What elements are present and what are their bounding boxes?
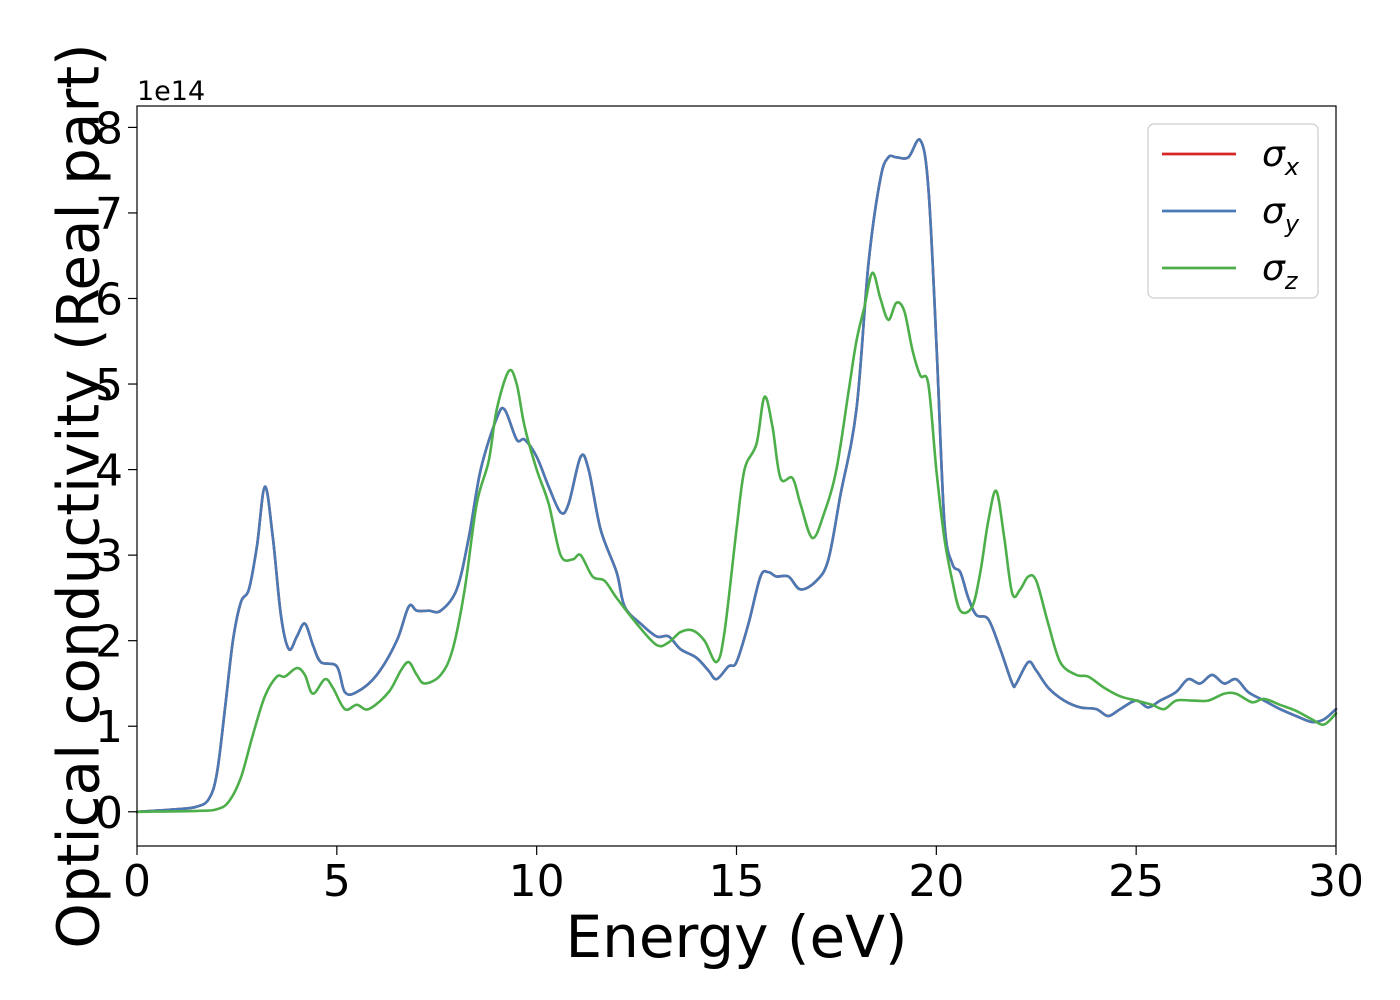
legend-symbol: σ	[1262, 248, 1286, 289]
x-tick-label: 15	[709, 856, 765, 907]
x-tick-label: 20	[908, 856, 964, 907]
y-tick-label: 3	[95, 531, 123, 582]
x-tick-label: 5	[323, 856, 351, 907]
y-tick-label: 4	[95, 446, 123, 497]
x-axis-label: Energy (eV)	[565, 903, 907, 971]
series-layer	[135, 138, 1338, 814]
series-line-y	[135, 138, 1338, 814]
y-tick-label: 1	[95, 702, 123, 753]
y-tick-label: 2	[95, 617, 123, 668]
legend-entry-z: σz	[1262, 248, 1299, 295]
legend-symbol: σ	[1262, 191, 1286, 232]
x-tick-label: 25	[1108, 856, 1164, 907]
legend-subscript: x	[1284, 153, 1300, 181]
x-tick-label: 0	[123, 856, 151, 907]
legend-symbol: σ	[1262, 134, 1286, 175]
y-tick-label: 5	[95, 360, 123, 411]
legend-subscript: y	[1284, 210, 1300, 238]
y-axis-label: Optical conductivity (Real part)	[44, 43, 112, 948]
x-tick-label: 10	[509, 856, 565, 907]
y-tick-label: 6	[95, 274, 123, 325]
y-offset-label: 1e14	[137, 76, 205, 107]
y-tick-label: 7	[95, 189, 123, 240]
x-axis: 0 5 10 15 20 25 30	[123, 846, 1364, 907]
legend-subscript: z	[1284, 267, 1299, 295]
y-tick-label: 8	[95, 103, 123, 154]
x-tick-label: 30	[1308, 856, 1364, 907]
series-line-z	[135, 271, 1338, 814]
y-tick-label: 0	[95, 788, 123, 839]
y-axis: 0 1 2 3 4 5 6 7 8	[95, 103, 137, 839]
legend-entry-x: σx	[1262, 134, 1300, 181]
legend-entry-y: σy	[1262, 191, 1300, 238]
